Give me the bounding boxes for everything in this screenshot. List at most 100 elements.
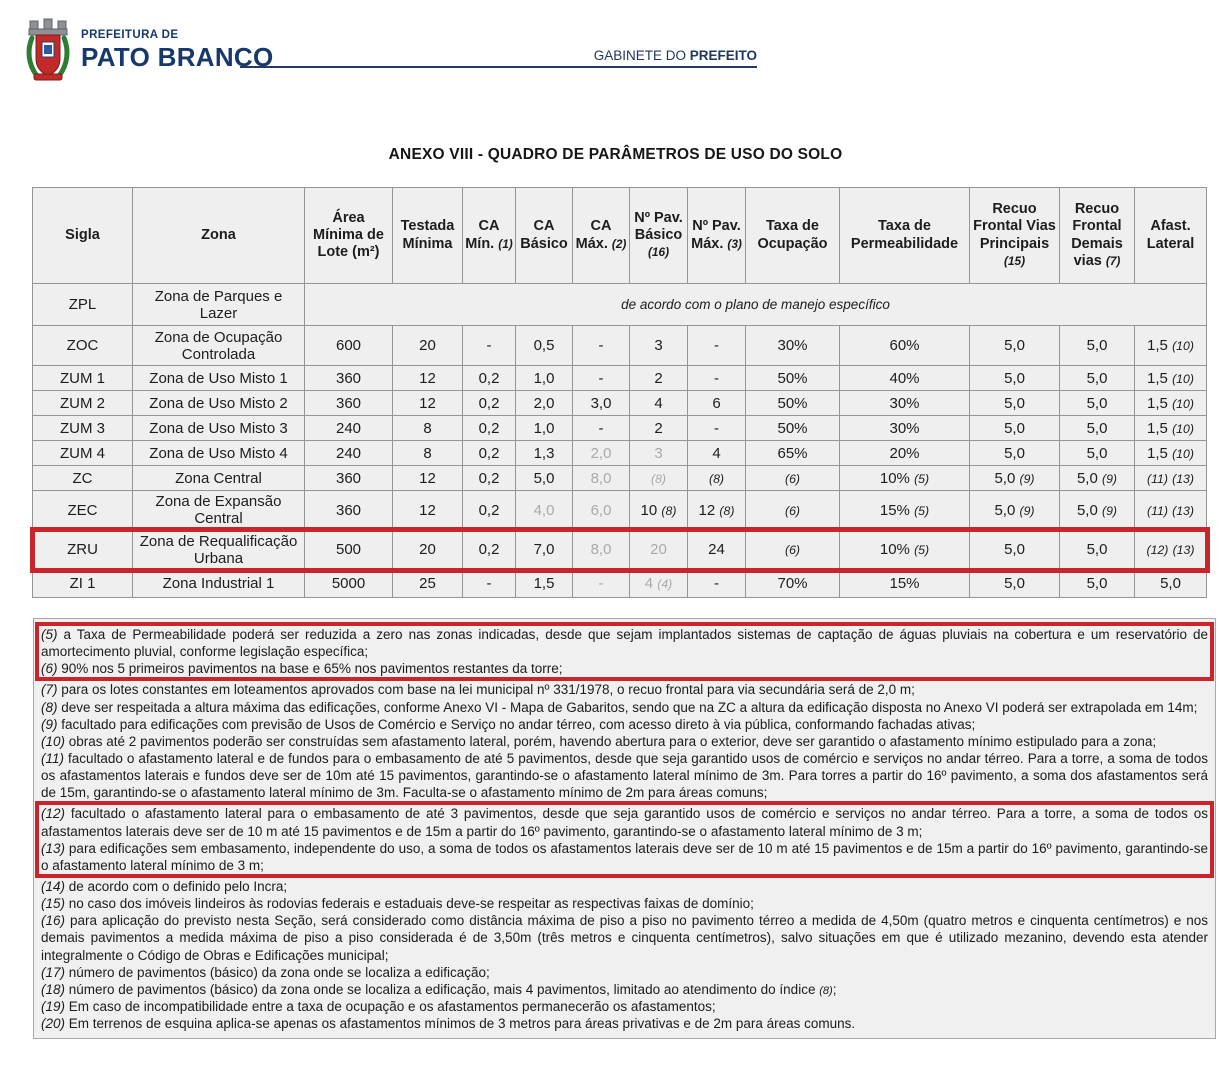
cell-zona: Zona de Parques e Lazer	[132, 283, 305, 326]
footnote: (13) para edificações sem embasamento, i…	[41, 840, 1208, 873]
table-cell: 360	[304, 365, 393, 391]
footnote: (8) deve ser respeitada a altura máxima …	[41, 699, 1198, 715]
table-cell: 0,2	[462, 415, 516, 441]
table-cell: 3	[629, 440, 688, 466]
cell-zona: Zona de Uso Misto 1	[132, 365, 305, 391]
table-cell: 0,2	[462, 440, 516, 466]
table-cell: 1,0	[515, 415, 573, 441]
table-cell: (8)	[629, 465, 688, 491]
cell-sigla: ZI 1	[32, 569, 133, 598]
column-header: CA Máx. (2)	[572, 187, 630, 284]
table-cell: 12	[392, 465, 463, 491]
table-row: ZUM 4 Zona de Uso Misto 4 240 8 0,2 1,3 2,0 3 4 6…	[32, 440, 1207, 466]
table-cell: 25	[392, 569, 463, 598]
table-cell: 5,0 (9)	[1059, 465, 1135, 491]
page-title: ANEXO VIII - QUADRO DE PARÂMETROS DE USO…	[388, 146, 843, 163]
table-cell: -	[687, 325, 746, 366]
footnote: (15) no caso dos imóveis lindeiros às ro…	[41, 896, 754, 912]
column-header: Área Mínima de Lote (m²)	[304, 187, 393, 284]
table-cell: -	[687, 365, 746, 391]
footnote: (9) facultado para edificações com previ…	[41, 716, 976, 732]
table-cell: -	[687, 415, 746, 441]
table-row: ZEC Zona de Expansão Central 360 12 0,2 4,0 6,…	[32, 490, 1207, 530]
cell-zona: Zona de Uso Misto 2	[132, 390, 305, 416]
cell-sigla: ZEC	[32, 490, 133, 530]
table-cell: 8,0	[572, 529, 630, 570]
footnote: (5) a Taxa de Permeabilidade poderá ser …	[41, 627, 1208, 660]
table-cell: 4	[687, 440, 746, 466]
table-cell: 30%	[745, 325, 840, 366]
table-cell: 5,0 (9)	[969, 490, 1060, 530]
column-header: Taxa de Ocupação	[745, 187, 840, 284]
table-cell: 5,0	[1059, 325, 1135, 366]
table-cell: 20	[392, 529, 463, 570]
table-cell: (6)	[745, 465, 840, 491]
footnote: (11) facultado o afastamento lateral e d…	[41, 750, 1208, 801]
table-cell: 4,0	[515, 490, 573, 530]
cell-zona: Zona de Ocupação Controlada	[132, 325, 305, 366]
table-cell: 5,0	[969, 415, 1060, 441]
footnote: (17) número de pavimentos (básico) da zo…	[41, 964, 490, 980]
table-cell: 0,2	[462, 465, 516, 491]
column-header: Nº Pav. Máx. (3)	[687, 187, 746, 284]
table-cell: 3,0	[572, 390, 630, 416]
column-header: Testada Mínima	[392, 187, 463, 284]
cell-zona: Zona Industrial 1	[132, 569, 305, 598]
table-row: ZC Zona Central 360 12 0,2 5,0 8,0 (8) (8) (6) 10%…	[32, 465, 1207, 491]
table-cell: 5,0 (9)	[1059, 490, 1135, 530]
table-cell: 0,2	[462, 490, 516, 530]
table-cell: 2	[629, 415, 688, 441]
table-cell: 1,5 (10)	[1134, 440, 1207, 466]
table-cell: 5,0	[969, 440, 1060, 466]
table-cell: 1,5 (10)	[1134, 365, 1207, 391]
table-cell: 360	[304, 390, 393, 416]
column-header: Sigla	[32, 187, 133, 284]
table-cell: 0,5	[515, 325, 573, 366]
table-cell: 12	[392, 365, 463, 391]
column-header: Zona	[132, 187, 305, 284]
cell-zona: Zona de Uso Misto 3	[132, 415, 305, 441]
office-prefix: GABINETE DO	[593, 48, 690, 63]
column-header: CA Básico	[515, 187, 573, 284]
table-cell: 60%	[839, 325, 970, 366]
table-header-row: Sigla Zona Área Mínima de Lote (m²) Testada…	[32, 187, 1207, 284]
table-cell: 30%	[839, 390, 970, 416]
table-cell: 2	[629, 365, 688, 391]
table-cell: 4 (4)	[629, 569, 688, 598]
table-cell: 70%	[745, 569, 840, 598]
table-cell: 12 (8)	[687, 490, 746, 530]
table-row: ZI 1 Zona Industrial 1 5000 25-1,5-4 (4) -70…	[32, 569, 1207, 598]
table-cell: -	[572, 325, 630, 366]
column-header: Afast. Lateral	[1134, 187, 1207, 284]
table-cell: 5,0	[969, 365, 1060, 391]
cell-zona: Zona de Expansão Central	[132, 490, 305, 530]
office-bold: PREFEITO	[689, 48, 757, 63]
column-header: Taxa de Permeabilidade	[839, 187, 970, 284]
table-cell: 2,0	[515, 390, 573, 416]
table-cell: 5,0	[1059, 365, 1135, 391]
table-cell: 24	[687, 529, 746, 570]
table-cell: (6)	[745, 529, 840, 570]
table-cell: 0,2	[462, 390, 516, 416]
table-cell: 15% (5)	[839, 490, 970, 530]
table-cell: 5,0	[515, 465, 573, 491]
table-cell: 5,0	[969, 390, 1060, 416]
table-cell: 360	[304, 465, 393, 491]
parameters-table: Sigla Zona Área Mínima de Lote (m²) Testada…	[29, 187, 1210, 598]
parameters-table-wrap: Sigla Zona Área Mínima de Lote (m²) Testada…	[29, 187, 1210, 598]
table-row: ZUM 3 Zona de Uso Misto 3 240 8 0,2 1,0-2-50%…	[32, 415, 1207, 441]
table-cell: -	[462, 569, 516, 598]
annotation-red-box: (12) facultado o afastamento lateral par…	[35, 801, 1214, 878]
table-cell: 5,0	[1059, 569, 1135, 598]
table-cell: 0,2	[462, 365, 516, 391]
letterhead: PREFEITURA DE PATO BRANCO	[25, 18, 274, 82]
table-row: ZUM 1 Zona de Uso Misto 1 360 12 0,2 1,0-2-50…	[32, 365, 1207, 391]
table-cell: 240	[304, 415, 393, 441]
office-label: GABINETE DO PREFEITO	[240, 48, 757, 63]
table-cell: 15%	[839, 569, 970, 598]
table-cell: 30%	[839, 415, 970, 441]
table-row: ZUM 2 Zona de Uso Misto 2 360 12 0,2 2,0 3,0 4 6…	[32, 390, 1207, 416]
table-row: ZPL Zona de Parques e Lazer de acordo com …	[32, 283, 1207, 326]
table-cell: 1,5 (10)	[1134, 415, 1207, 441]
